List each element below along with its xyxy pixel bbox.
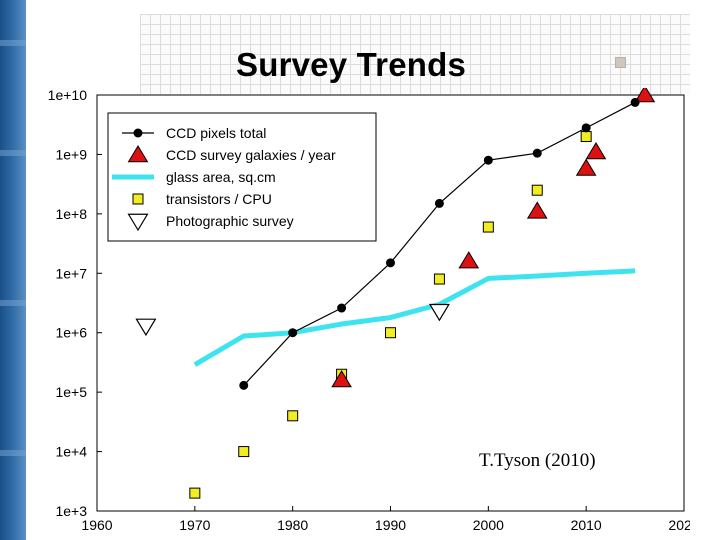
transistors-point	[385, 327, 396, 339]
sidebar-stripe	[0, 40, 26, 46]
legend-label: glass area, sq.cm	[166, 169, 276, 185]
x-tick-label: 1960	[81, 517, 112, 533]
y-tick-label: 1e+3	[55, 503, 87, 519]
ccd-pixels-point	[337, 303, 347, 313]
x-tick-label: 2010	[571, 517, 602, 533]
x-tick-label: 1970	[179, 517, 210, 533]
transistors-point	[531, 184, 543, 196]
ccd-pixels-point	[532, 148, 542, 158]
chart-annotation: T.Tyson (2010)	[479, 450, 596, 471]
ccd-pixels-point	[630, 97, 640, 107]
y-tick-label: 1e+10	[48, 88, 88, 103]
photographic-survey-point	[428, 303, 450, 322]
sidebar-stripe	[0, 150, 26, 156]
ccd-pixels-point	[483, 155, 493, 165]
slide-title: Survey Trends	[236, 46, 467, 83]
transistors-point	[287, 410, 299, 422]
legend-label: transistors / CPU	[166, 191, 272, 207]
y-tick-label: 1e+4	[55, 444, 87, 460]
y-tick-label: 1e+8	[55, 206, 87, 222]
photographic-survey-point	[135, 318, 157, 337]
y-tick-label: 1e+5	[55, 384, 87, 400]
decorative-square	[615, 57, 626, 68]
x-tick-label: 2020	[668, 517, 690, 533]
legend-label: CCD survey galaxies / year	[166, 147, 336, 163]
y-tick-label: 1e+7	[55, 265, 87, 281]
sidebar-stripe	[0, 450, 26, 456]
ccd-pixels-point	[434, 198, 444, 208]
x-tick-label: 1980	[277, 517, 308, 533]
ccd-galaxies-point	[526, 201, 548, 219]
ccd-pixels-point	[581, 123, 591, 133]
legend-transistors-swatch	[132, 193, 144, 205]
survey-trends-chart: 1e+3 1e+4 1e+5 1e+6 1e+7 1e+8 1e+9 1e+10 1960 197…	[48, 88, 690, 533]
x-tick-label: 2000	[473, 517, 504, 533]
y-tick-label: 1e+6	[55, 325, 87, 341]
ccd-pixels-point	[288, 328, 298, 338]
legend-photographic-swatch	[127, 213, 149, 232]
title-grid-background	[140, 14, 690, 94]
x-tick-label: 1990	[375, 517, 406, 533]
ccd-galaxies-point	[585, 141, 607, 160]
legend-ccd-dot-swatch	[133, 128, 143, 138]
y-tick-label: 1e+9	[55, 146, 87, 162]
transistors-point	[433, 273, 445, 285]
glass-area-line	[193, 268, 636, 367]
ccd-pixels-point	[239, 380, 249, 390]
ccd-pixels-point	[386, 258, 395, 268]
ccd-galaxies-point	[331, 370, 352, 388]
transistors-point	[482, 221, 494, 233]
transistors-point	[189, 487, 201, 499]
sidebar-stripe	[0, 300, 26, 306]
ccd-galaxies-point	[575, 158, 597, 176]
legend-label: CCD pixels total	[166, 125, 266, 141]
ccd-galaxies-point	[634, 88, 656, 103]
ccd-galaxies-point	[458, 251, 480, 269]
legend-label: Photographic survey	[166, 213, 294, 229]
transistors-point	[238, 446, 250, 458]
transistors-point	[580, 131, 592, 143]
slide-sidebar-accent	[0, 0, 26, 540]
legend-galaxies-swatch	[127, 145, 149, 163]
